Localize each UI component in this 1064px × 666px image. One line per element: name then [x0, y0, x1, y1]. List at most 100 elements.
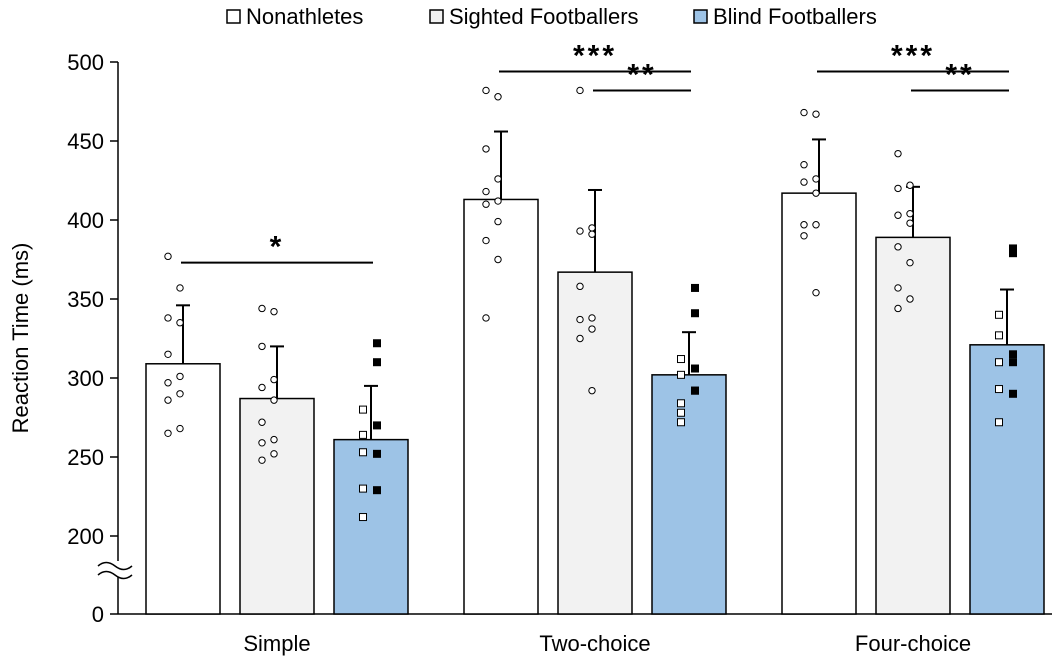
- data-point-open-circle: [894, 184, 902, 193]
- data-point-open-square: [995, 310, 1003, 319]
- data-point-open-circle: [576, 86, 584, 95]
- data-point-open-circle: [812, 288, 820, 297]
- significance-label: ***: [573, 39, 617, 72]
- data-point-open-circle: [494, 255, 502, 264]
- y-tick-label: 300: [67, 366, 104, 391]
- data-point-open-square: [995, 385, 1003, 394]
- data-point-open-square: [995, 358, 1003, 367]
- bar-sighted-footballers: [239, 397, 315, 615]
- data-point-open-circle: [482, 200, 490, 208]
- data-point-filled-square: [691, 309, 699, 318]
- axis-break-icon: [97, 561, 134, 580]
- legend-label: Sighted Footballers: [449, 4, 639, 29]
- y-tick-label: 200: [67, 524, 104, 549]
- data-point-filled-square: [691, 364, 699, 373]
- data-point-filled-square: [373, 449, 381, 458]
- data-point-open-circle: [482, 145, 490, 153]
- legend-label: Blind Footballers: [713, 4, 877, 29]
- data-point-open-circle: [176, 319, 184, 327]
- data-point-open-circle: [588, 314, 596, 322]
- data-point-open-circle: [270, 307, 278, 316]
- data-point-open-circle: [494, 175, 502, 183]
- data-point-open-circle: [482, 187, 490, 196]
- data-point-open-circle: [576, 334, 584, 343]
- data-point-open-circle: [176, 284, 184, 292]
- data-point-open-circle: [812, 175, 820, 183]
- data-point-open-circle: [894, 211, 902, 219]
- data-point-open-circle: [482, 314, 490, 322]
- legend-label: Nonathletes: [246, 4, 363, 29]
- data-point-filled-square: [373, 421, 381, 430]
- data-point-open-circle: [164, 396, 172, 404]
- bar-nonathletes: [781, 192, 857, 615]
- data-point-open-circle: [164, 252, 172, 261]
- data-point-open-circle: [800, 108, 808, 117]
- y-axis-label: Reaction Time (ms): [8, 243, 33, 434]
- data-point-open-circle: [494, 217, 502, 226]
- data-point-open-circle: [164, 314, 172, 322]
- data-point-open-square: [677, 370, 685, 379]
- data-point-open-circle: [800, 161, 808, 169]
- data-point-open-circle: [812, 189, 820, 197]
- bar-blind-footballers: [969, 344, 1045, 615]
- data-point-open-square: [359, 484, 367, 493]
- legend-swatch: [226, 9, 241, 24]
- data-point-open-circle: [176, 372, 184, 381]
- data-point-open-circle: [812, 221, 820, 229]
- data-point-open-circle: [258, 418, 266, 426]
- data-point-filled-square: [373, 486, 381, 495]
- data-point-filled-square: [1009, 249, 1017, 258]
- data-point-open-circle: [164, 350, 172, 358]
- data-point-open-circle: [894, 304, 902, 313]
- data-point-open-circle: [906, 258, 914, 267]
- data-point-open-circle: [576, 227, 584, 235]
- data-point-filled-square: [1009, 358, 1017, 367]
- data-point-open-circle: [164, 379, 172, 387]
- data-point-open-square: [677, 418, 685, 427]
- data-point-open-circle: [494, 93, 502, 101]
- data-point-open-circle: [906, 181, 914, 189]
- axes: 0 200 250 300 350 400 450 500 Simple Two-choice Fo…: [67, 50, 1052, 656]
- data-point-filled-square: [691, 283, 699, 292]
- category-label: Two-choice: [539, 631, 650, 656]
- data-point-open-circle: [588, 224, 596, 232]
- data-point-open-circle: [270, 435, 278, 444]
- data-point-open-square: [359, 448, 367, 457]
- data-point-filled-square: [1009, 389, 1017, 398]
- bar-sighted-footballers: [557, 271, 633, 615]
- data-point-open-circle: [576, 315, 584, 324]
- significance-annotations: ***********: [181, 39, 1009, 264]
- data-point-open-circle: [906, 219, 914, 227]
- category-label: Four-choice: [855, 631, 971, 656]
- data-point-open-circle: [494, 197, 502, 205]
- data-point-open-circle: [258, 439, 266, 447]
- data-point-filled-square: [691, 386, 699, 395]
- data-point-open-circle: [482, 236, 490, 245]
- data-point-open-circle: [576, 282, 584, 291]
- bar-blind-footballers: [333, 438, 409, 615]
- bar-nonathletes: [463, 198, 539, 615]
- data-point-open-square: [995, 331, 1003, 340]
- data-point-open-circle: [800, 221, 808, 229]
- data-point-filled-square: [373, 339, 381, 348]
- data-point-open-circle: [588, 230, 596, 238]
- data-point-open-circle: [482, 86, 490, 95]
- data-point-open-circle: [894, 243, 902, 251]
- bar-nonathletes: [145, 363, 221, 615]
- significance-label: **: [627, 58, 656, 91]
- data-point-filled-square: [1009, 350, 1017, 359]
- data-point-open-circle: [894, 284, 902, 292]
- data-point-open-square: [677, 399, 685, 408]
- data-point-open-circle: [812, 110, 820, 118]
- data-point-open-circle: [176, 424, 184, 433]
- y-tick-label: 400: [67, 208, 104, 233]
- data-point-open-square: [677, 408, 685, 417]
- data-point-open-circle: [270, 375, 278, 384]
- data-point-open-circle: [800, 232, 808, 240]
- data-point-open-square: [359, 405, 367, 414]
- y-tick-label: 350: [67, 287, 104, 312]
- data-point-open-square: [359, 513, 367, 522]
- data-point-open-circle: [270, 396, 278, 404]
- legend-swatch: [693, 9, 708, 24]
